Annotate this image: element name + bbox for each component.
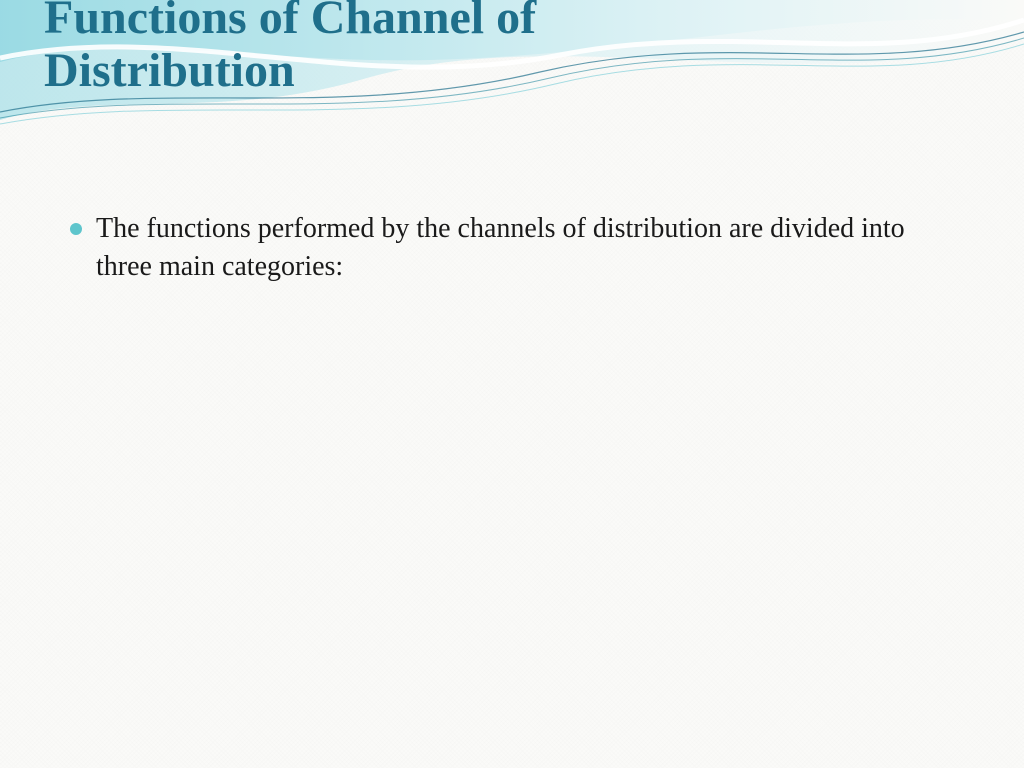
slide-title: Functions of Channel of Distribution xyxy=(44,0,724,98)
bullet-icon xyxy=(70,223,82,235)
slide-background xyxy=(0,0,1024,768)
list-item: The functions performed by the channels … xyxy=(70,210,954,286)
bullet-text: The functions performed by the channels … xyxy=(96,210,954,286)
slide-body: The functions performed by the channels … xyxy=(70,210,954,286)
